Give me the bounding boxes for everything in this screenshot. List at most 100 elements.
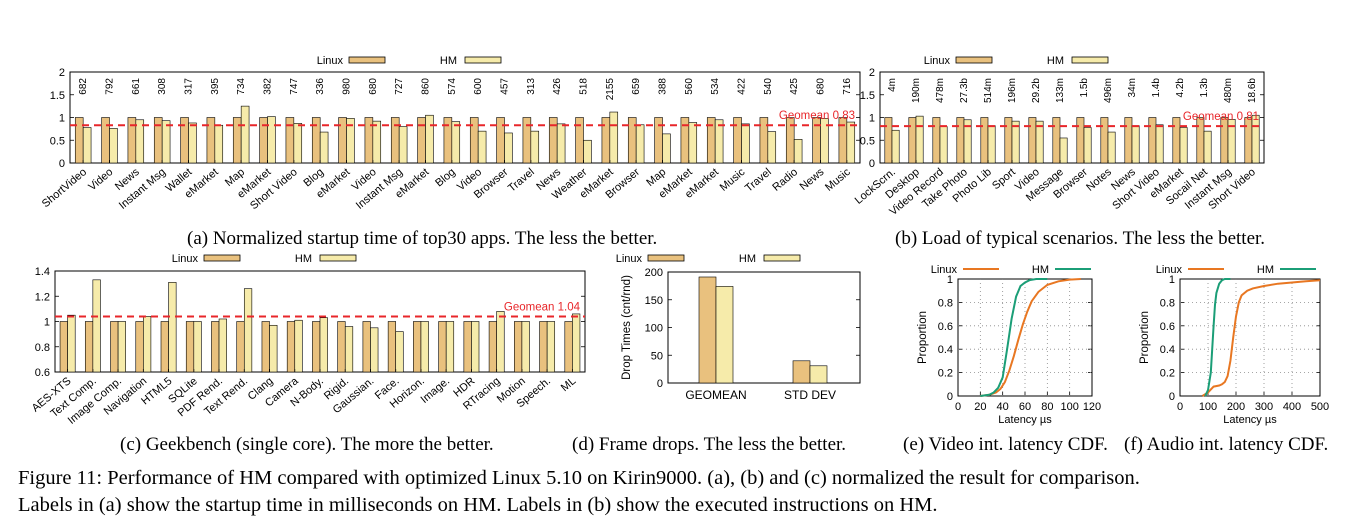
chart-a-data-label: 395 (210, 78, 221, 95)
chart-b-legend-linux-swatch (955, 56, 993, 64)
chart-c-bar-linux (110, 321, 119, 373)
chart-e-xtick-label: 40 (997, 401, 1009, 413)
chart-e-xtick-label: 20 (974, 401, 986, 413)
chart-c-ytick-label: 1.2 (35, 291, 50, 303)
chart-c-xtick-label: Image. (419, 375, 452, 406)
chart-b-bar-hm (1203, 130, 1212, 164)
chart-b-bar-hm (1179, 127, 1188, 164)
chart-c-bar-hm (395, 331, 404, 373)
chart-c-bar-hm (496, 311, 505, 373)
caption-d: (d) Frame drops. The less the better. (572, 434, 847, 455)
chart-f-xtick-label: 300 (1255, 401, 1273, 413)
chart-a-bar-hm (714, 119, 724, 164)
chart-a-bar-hm (451, 121, 461, 164)
chart-c-bar-linux (236, 321, 245, 373)
chart-c-legend-hm-label: HM (295, 253, 312, 265)
chart-b-bar-linux (980, 117, 989, 164)
chart-c-bar-linux (488, 321, 497, 373)
chart-c-bar-linux (312, 321, 321, 373)
chart-d-bar-hm (715, 286, 734, 384)
chart-c-geomean-label: Geomean 1.04 (504, 301, 581, 313)
chart-b-bar-linux (1244, 117, 1253, 164)
chart-a-bar-hm (793, 139, 803, 164)
chart-a-ytick-label: 0 (59, 158, 65, 170)
chart-b-data-label: 1.3b (1199, 78, 1210, 98)
chart-e-ytick-label: 0.6 (938, 321, 953, 333)
chart-d-legend-hm-swatch (763, 254, 801, 262)
chart-c-bar-hm (445, 321, 455, 373)
chart-a-data-label: 534 (710, 78, 721, 95)
chart-c-xtick-label: ML (559, 375, 578, 394)
chart-b-bar-linux (1172, 117, 1181, 164)
chart-c-bar-linux (185, 321, 195, 373)
chart-c-bar-linux (539, 321, 548, 373)
chart-a-data-label: 659 (631, 78, 642, 95)
chart-b-data-label: 190m (911, 78, 922, 103)
chart-a-data-label: 600 (473, 78, 484, 95)
chart-b-bar-linux (1220, 117, 1229, 164)
chart-c-bar-linux (84, 321, 94, 373)
chart-b-bar-linux (1028, 117, 1037, 164)
chart-c-bar-hm (193, 321, 202, 373)
chart-a-data-label: 747 (289, 78, 300, 95)
chart-b-bar-linux (932, 117, 941, 164)
chart-a-bar-hm (688, 122, 698, 164)
chart-b-data-label: 1.4b (1151, 78, 1162, 98)
chart-f-xtick-label: 400 (1283, 401, 1301, 413)
chart-a-xtick-label: Travel (743, 166, 774, 195)
chart-f-ytick-label: 1 (1169, 274, 1175, 286)
chart-f-xtick-label: 500 (1311, 401, 1329, 413)
chart-a-xtick-label: Radio (770, 166, 800, 194)
chart-c-ytick-label: 1 (44, 317, 50, 329)
chart-b-bar-linux (1124, 117, 1133, 164)
chart-c-legend-linux-swatch (203, 254, 241, 262)
chart-a-bar-hm (372, 120, 382, 164)
chart-e-legend-linux-label: Linux (931, 264, 958, 276)
chart-b-data-label: 34m (1127, 78, 1138, 97)
chart-a-data-label: 382 (263, 78, 274, 95)
chart-c-bar-linux (59, 321, 68, 373)
chart-b-bar-hm (1083, 127, 1092, 164)
chart-a-data-label: 792 (105, 78, 116, 95)
chart-f-frame (1179, 278, 1321, 397)
chart-a-bar-hm (741, 123, 750, 164)
chart-f-ytick-label: 0.6 (1160, 321, 1175, 333)
chart-b-bar-linux (1052, 117, 1061, 164)
chart-c-bar-hm (67, 314, 76, 373)
chart-c-bar-hm (117, 321, 126, 373)
chart-c-bar-hm (319, 317, 328, 373)
chart-c-bar-hm (92, 279, 101, 373)
chart-c-bar-linux (387, 321, 397, 373)
chart-c-bar-hm (168, 282, 177, 373)
chart-e-xlabel: Latency µs (998, 414, 1052, 426)
chart-f-xtick-label: 200 (1227, 401, 1245, 413)
chart-c-bar-hm (294, 319, 303, 373)
chart-e-xtick-label: 0 (955, 401, 961, 413)
chart-e-series-linux (980, 278, 1081, 397)
chart-c-bar-linux (514, 321, 523, 373)
chart-a-bar-hm (240, 105, 250, 164)
chart-a-data-label: 980 (342, 78, 353, 95)
chart-c-legend-hm-swatch (319, 254, 357, 262)
chart-e-ytick-label: 0.2 (938, 368, 953, 380)
chart-b-bar-hm (1059, 137, 1068, 164)
chart-b-data-label: 29.2b (1031, 78, 1042, 103)
chart-b-bar-linux (1196, 117, 1205, 164)
chart-b-bar-linux (1076, 117, 1085, 164)
chart-a-bar-hm (267, 116, 276, 164)
chart-c-bar-hm (269, 324, 278, 373)
chart-a-data-label: 317 (184, 78, 195, 95)
chart-f-ylabel: Proportion (1139, 311, 1151, 364)
chart-b-bar-linux (1148, 117, 1157, 164)
chart-d-bar-hm (809, 365, 828, 384)
chart-f-legend-linux-label: Linux (1156, 264, 1183, 276)
chart-e-ytick-label: 1 (947, 274, 953, 286)
chart-b-bar-hm (891, 129, 900, 164)
chart-d-ytick-label: 50 (651, 350, 663, 362)
chart-d-ytick-label: 0 (657, 378, 663, 390)
chart-a-data-label: 457 (500, 78, 511, 95)
chart-c-bar-hm (546, 321, 556, 373)
chart-b-data-label: 480m (1223, 78, 1234, 103)
figure-caption-line1: Figure 11: Performance of HM compared wi… (18, 467, 1140, 489)
chart-f-ytick-label: 0 (1169, 391, 1175, 403)
